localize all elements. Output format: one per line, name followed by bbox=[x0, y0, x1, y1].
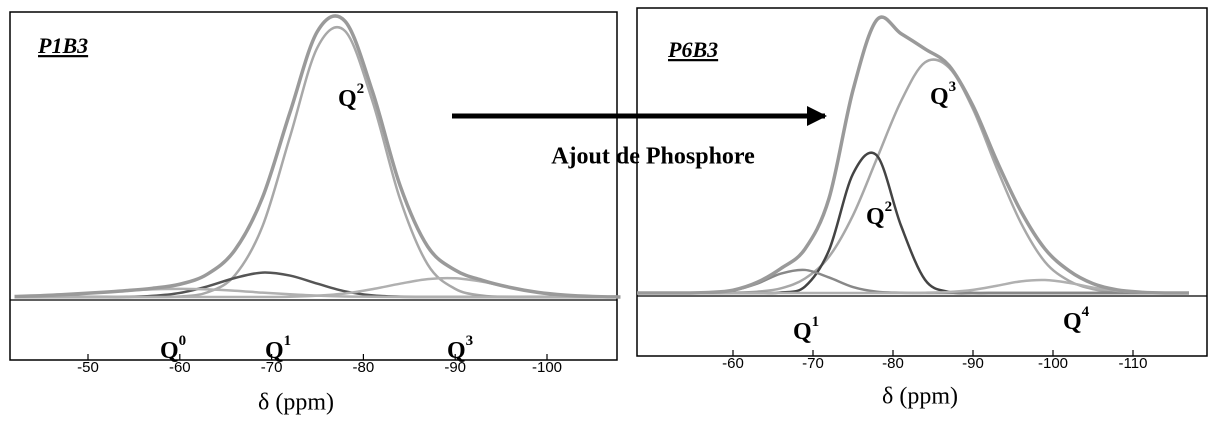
peak-label-q: Q bbox=[338, 86, 357, 112]
arrow-label: Ajout de Phosphore bbox=[551, 144, 755, 170]
peak-label: Q4 bbox=[1063, 304, 1090, 334]
x-tick-label: -100 bbox=[532, 359, 562, 376]
x-tick-label: -110 bbox=[1119, 355, 1148, 372]
peak-label: Q3 bbox=[447, 333, 473, 363]
spectrum-curve bbox=[14, 26, 621, 299]
spectrum-curve bbox=[14, 14, 621, 299]
x-tick-label: -80 bbox=[353, 359, 375, 376]
peak-label: Q3 bbox=[930, 79, 956, 109]
x-tick-label: -90 bbox=[444, 359, 466, 376]
peak-label-q: Q bbox=[447, 338, 466, 364]
x-tick-label: -80 bbox=[882, 355, 904, 372]
peak-label-sup: 2 bbox=[357, 81, 365, 97]
peak-label-q: Q bbox=[1063, 309, 1082, 335]
peak-label-q: Q bbox=[930, 84, 949, 110]
peak-label-q: Q bbox=[265, 338, 284, 364]
spectrum-curve bbox=[636, 278, 1190, 295]
peak-label-sup: 3 bbox=[466, 333, 474, 349]
peak-label-sup: 1 bbox=[284, 333, 292, 349]
peak-label-sup: 2 bbox=[885, 199, 893, 215]
peak-label-sup: 3 bbox=[949, 79, 957, 95]
peak-label-q: Q bbox=[866, 204, 885, 230]
x-tick-label: -70 bbox=[802, 355, 824, 372]
x-tick-label: -100 bbox=[1038, 355, 1068, 372]
x-tick-label: -60 bbox=[169, 359, 191, 376]
peak-label: Q1 bbox=[793, 314, 819, 344]
peak-label-sup: 1 bbox=[812, 314, 820, 330]
x-axis-label: δ (ppm) bbox=[882, 384, 958, 410]
peak-label-q: Q bbox=[160, 338, 179, 364]
x-tick-label: -90 bbox=[962, 355, 984, 372]
spectrum-curve bbox=[636, 15, 1190, 295]
panel-frame bbox=[9, 11, 618, 361]
peak-label-sup: 4 bbox=[1082, 304, 1090, 320]
spectrum-curve bbox=[14, 276, 621, 299]
peak-label-q: Q bbox=[793, 319, 812, 345]
peak-label: Q0 bbox=[160, 333, 186, 363]
spectrum-curve bbox=[636, 151, 1189, 295]
x-axis-label: δ (ppm) bbox=[258, 390, 334, 416]
peak-label: Q1 bbox=[265, 333, 291, 363]
x-tick-label: -60 bbox=[722, 355, 744, 372]
panel-label: P6B3 bbox=[667, 37, 718, 62]
peak-label: Q2 bbox=[338, 81, 364, 111]
panel-frame bbox=[636, 7, 1208, 357]
x-tick-label: -50 bbox=[77, 359, 99, 376]
x-tick-label: -70 bbox=[261, 359, 283, 376]
peak-label-sup: 0 bbox=[179, 333, 187, 349]
peak-label: Q2 bbox=[866, 199, 892, 229]
panel-label: P1B3 bbox=[37, 33, 88, 58]
